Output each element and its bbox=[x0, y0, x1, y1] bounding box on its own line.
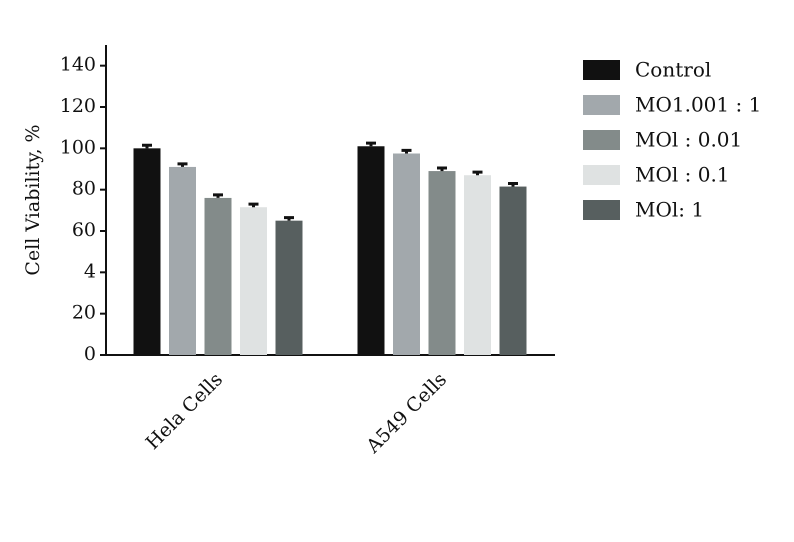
y-tick-label: 60 bbox=[72, 219, 96, 241]
error-bar bbox=[213, 193, 223, 198]
legend-label: MOl: 1 bbox=[635, 198, 704, 222]
bar bbox=[464, 175, 491, 355]
y-tick-label: 0 bbox=[84, 343, 96, 365]
bar bbox=[499, 186, 527, 355]
y-axis-label: Cell Viability, % bbox=[22, 124, 44, 275]
legend-label: MO1.001 : 1 bbox=[635, 93, 761, 117]
y-tick-label: 140 bbox=[60, 54, 96, 76]
y-tick-label: 20 bbox=[72, 302, 96, 324]
error-bar bbox=[177, 162, 188, 167]
legend-label: MOl : 0.1 bbox=[635, 163, 730, 187]
bar bbox=[240, 207, 267, 355]
legend-swatch bbox=[583, 130, 620, 150]
y-tick-label: 4 bbox=[84, 260, 96, 282]
bar bbox=[428, 171, 456, 355]
error-bar bbox=[142, 143, 152, 149]
legend-label: MOl : 0.01 bbox=[635, 128, 742, 152]
y-tick-label: 120 bbox=[60, 95, 96, 117]
legend-label: Control bbox=[635, 58, 711, 82]
x-tick-label: A549 Cells bbox=[361, 369, 451, 459]
error-bar bbox=[401, 148, 412, 154]
bar bbox=[393, 153, 420, 355]
y-tick-label: 80 bbox=[72, 178, 96, 200]
error-bar bbox=[472, 170, 483, 176]
y-tick-label: 100 bbox=[60, 136, 96, 158]
bar bbox=[357, 146, 385, 355]
legend-swatch bbox=[583, 60, 620, 80]
bar bbox=[133, 148, 161, 355]
error-bar bbox=[248, 202, 259, 208]
bar bbox=[204, 197, 232, 355]
error-bar bbox=[437, 166, 447, 172]
bar bbox=[169, 166, 196, 355]
error-bar bbox=[284, 216, 294, 221]
error-bar bbox=[366, 141, 376, 147]
legend-swatch bbox=[583, 95, 620, 115]
legend-swatch bbox=[583, 200, 620, 220]
x-tick-label: Hela Cells bbox=[142, 369, 228, 455]
bar bbox=[275, 220, 303, 355]
error-bar bbox=[508, 181, 518, 187]
legend-swatch bbox=[583, 165, 620, 185]
